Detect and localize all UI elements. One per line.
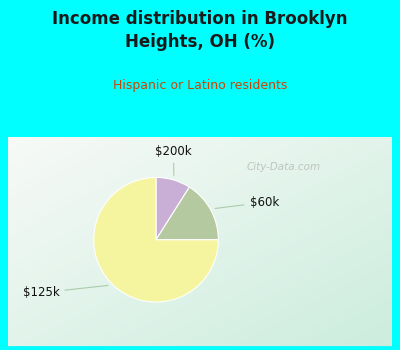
Text: $200k: $200k: [155, 145, 192, 175]
Text: $125k: $125k: [23, 286, 108, 299]
Wedge shape: [94, 177, 218, 302]
Text: City-Data.com: City-Data.com: [246, 162, 320, 172]
Wedge shape: [156, 187, 218, 240]
Text: $60k: $60k: [215, 196, 279, 209]
Text: Income distribution in Brooklyn
Heights, OH (%): Income distribution in Brooklyn Heights,…: [52, 10, 348, 51]
Text: Hispanic or Latino residents: Hispanic or Latino residents: [113, 79, 287, 92]
Wedge shape: [156, 177, 190, 240]
